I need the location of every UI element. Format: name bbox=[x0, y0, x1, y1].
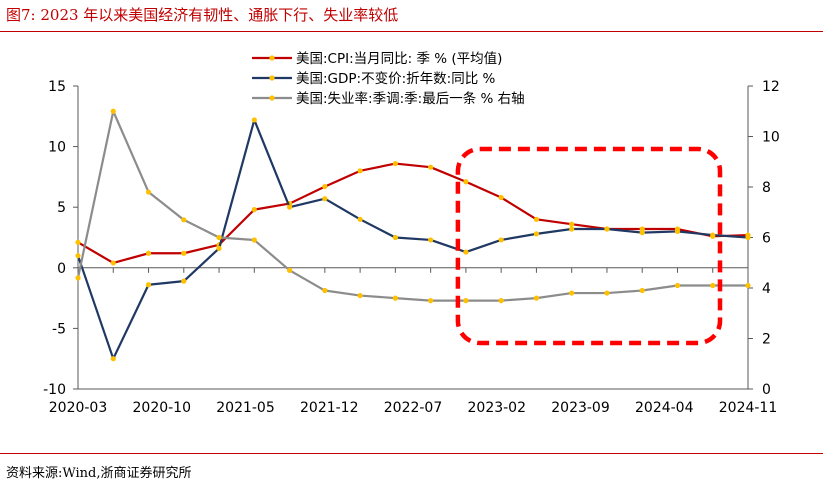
series-3-point bbox=[75, 275, 81, 281]
left-tick-label: 15 bbox=[48, 79, 66, 95]
series-2-point bbox=[674, 228, 681, 235]
series-1-point bbox=[392, 160, 398, 167]
series-1-point bbox=[75, 239, 81, 245]
chart-title: 图7: 2023 年以来美国经济有韧性、通胀下行、失业率较低 bbox=[6, 6, 399, 24]
x-tick-label: 2023-09 bbox=[551, 400, 610, 416]
series-3-point bbox=[357, 292, 363, 299]
series-1-point bbox=[251, 207, 257, 213]
left-tick-label: 0 bbox=[57, 261, 66, 277]
x-tick-label: 2020-03 bbox=[49, 400, 108, 416]
series-1-point bbox=[463, 179, 469, 185]
series-line-1 bbox=[77, 162, 749, 265]
series-2-point bbox=[710, 232, 716, 238]
series-3-point bbox=[145, 189, 152, 195]
series-3-point bbox=[674, 282, 681, 289]
source-divider bbox=[0, 453, 823, 454]
series-2-point bbox=[110, 356, 116, 362]
series-2-point bbox=[251, 117, 257, 123]
x-tick-label: 2021-12 bbox=[300, 400, 359, 416]
x-tick-label: 2024-04 bbox=[635, 400, 694, 416]
series-2-point bbox=[216, 245, 222, 252]
right-tick-label: 0 bbox=[762, 382, 771, 398]
series-2-point bbox=[463, 249, 469, 255]
series-3-point bbox=[463, 298, 469, 304]
x-tick-label: 2023-02 bbox=[468, 400, 527, 416]
series-3-point bbox=[110, 108, 116, 114]
right-tick-label: 12 bbox=[762, 79, 780, 95]
title-divider bbox=[0, 31, 823, 32]
right-tick-label: 2 bbox=[762, 332, 771, 348]
series-3-point bbox=[604, 290, 610, 296]
series-1-point bbox=[639, 226, 645, 232]
series-3-point bbox=[181, 217, 187, 223]
series-1-point bbox=[181, 250, 187, 256]
series-2-point bbox=[639, 230, 645, 236]
x-tick-label: 2022-07 bbox=[384, 400, 443, 416]
line-chart: 15 10 5 0 -5 -10 12 10 8 6 4 2 0 2020-03 2020-10 2021-0… bbox=[43, 51, 780, 416]
series-1-point bbox=[428, 164, 434, 170]
series-2-point bbox=[428, 237, 434, 243]
series-2-point bbox=[322, 196, 328, 202]
series-3-point bbox=[286, 267, 293, 273]
series-2-point bbox=[181, 278, 187, 284]
series-1-point bbox=[145, 250, 152, 256]
series-1-point bbox=[110, 260, 116, 266]
series-3-point bbox=[745, 282, 751, 289]
series-2-point bbox=[145, 282, 152, 288]
series-2-point bbox=[392, 234, 398, 241]
series-3-point bbox=[251, 237, 257, 243]
legend-marker-3 bbox=[269, 95, 275, 101]
legend-marker-1 bbox=[269, 55, 275, 61]
series-3-point bbox=[710, 282, 716, 289]
right-tick-label: 8 bbox=[762, 180, 771, 196]
series-3-point bbox=[639, 287, 645, 294]
highlight-box bbox=[455, 146, 723, 346]
series-2-point bbox=[745, 234, 751, 241]
series-1-point bbox=[322, 183, 328, 190]
series-1-point bbox=[357, 168, 363, 174]
series-2-point bbox=[604, 226, 610, 232]
left-tick-label: 5 bbox=[57, 200, 66, 216]
right-tick-label: 6 bbox=[762, 231, 771, 247]
legend-label-3: 美国:失业率:季调:季:最后一条 % 右轴 bbox=[296, 90, 525, 107]
x-tick-label: 2020-10 bbox=[133, 400, 192, 416]
series-3-point bbox=[392, 295, 398, 301]
source-note: 资料来源:Wind,浙商证券研究所 bbox=[6, 466, 192, 481]
series-1-point bbox=[498, 194, 504, 201]
series-1-point bbox=[569, 221, 575, 227]
left-tick-label: 10 bbox=[48, 140, 66, 156]
left-tick-label: -5 bbox=[52, 321, 66, 337]
series-3-point bbox=[322, 287, 328, 294]
series-3-point bbox=[428, 298, 434, 304]
series-3-point bbox=[533, 295, 540, 301]
x-tick-label: 2021-05 bbox=[216, 400, 275, 416]
right-tick-label: 10 bbox=[762, 130, 780, 146]
series-2-point bbox=[498, 237, 504, 243]
right-tick-label: 4 bbox=[762, 281, 771, 297]
series-2-point bbox=[357, 216, 363, 222]
series-2-point bbox=[75, 253, 81, 259]
series-3-point bbox=[569, 290, 575, 296]
series-1-point bbox=[533, 216, 540, 222]
series-2-point bbox=[533, 231, 540, 237]
series-line-2 bbox=[76, 118, 749, 360]
series-2-point bbox=[286, 204, 293, 210]
x-tick-label: 2024-11 bbox=[719, 400, 778, 416]
legend-label-2: 美国:GDP:不变价:折年数:同比 % bbox=[296, 71, 495, 87]
legend-marker-2 bbox=[269, 75, 275, 81]
series-2-point bbox=[569, 226, 575, 232]
series-3-point bbox=[216, 234, 222, 241]
legend-label-1: 美国:CPI:当月同比: 季 % (平均值) bbox=[296, 51, 502, 67]
series-3-point bbox=[498, 298, 504, 304]
series-line-3 bbox=[76, 110, 748, 302]
left-tick-label: -10 bbox=[43, 382, 66, 398]
